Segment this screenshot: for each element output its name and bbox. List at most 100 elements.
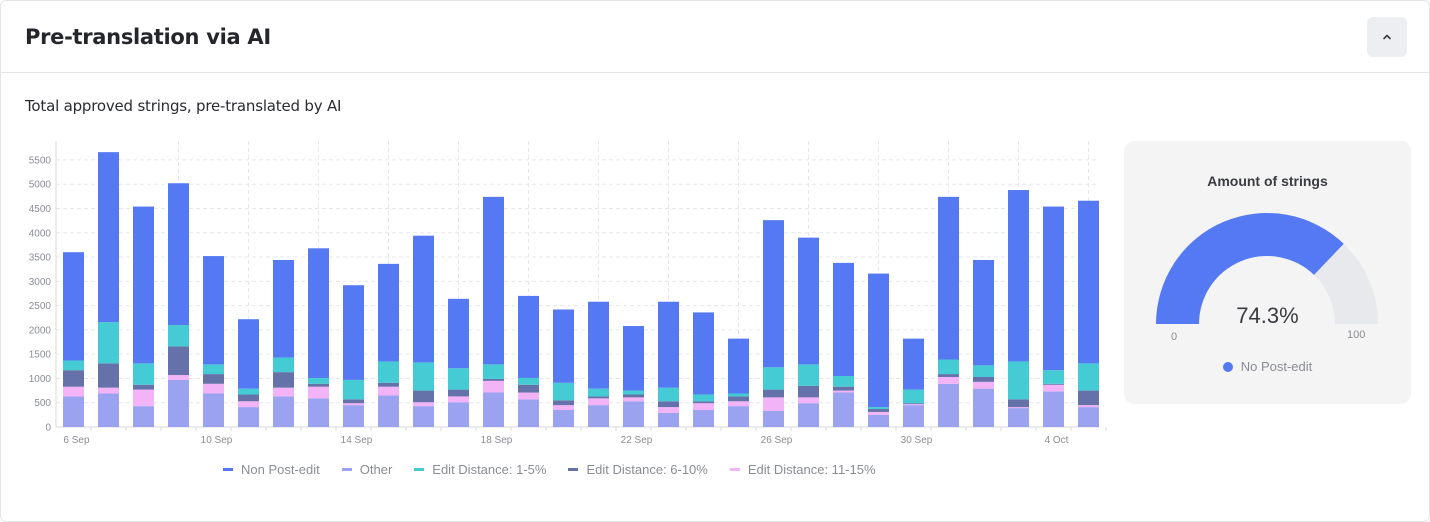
- y-tick-label: 5500: [29, 155, 52, 166]
- bar-segment: [448, 389, 469, 397]
- bar-segment: [1043, 206, 1064, 371]
- legend-item[interactable]: Edit Distance: 6-10%: [568, 462, 708, 477]
- bar-segment: [308, 377, 329, 384]
- bar-segment: [448, 402, 469, 427]
- gauge-title: Amount of strings: [1207, 173, 1328, 189]
- legend-swatch-icon: [729, 468, 740, 471]
- bar-segment: [553, 400, 574, 406]
- bar-segment: [133, 384, 154, 390]
- bar-segment: [133, 363, 154, 385]
- bar-segment: [1043, 384, 1064, 392]
- bar-segment: [728, 406, 749, 427]
- legend-item[interactable]: Edit Distance: 11-15%: [729, 462, 876, 477]
- bar-segment: [623, 401, 644, 427]
- bar-segment: [588, 396, 609, 399]
- bar-segment: [63, 396, 84, 427]
- bar-segment: [553, 309, 574, 383]
- bar-segment: [973, 388, 994, 427]
- bar-segment: [343, 379, 364, 400]
- gauge-legend-label: No Post-edit: [1240, 359, 1313, 374]
- bar-segment: [518, 399, 539, 427]
- bar-segment: [448, 368, 469, 390]
- bar-segment: [378, 361, 399, 383]
- bar-segment: [308, 386, 329, 399]
- bar-segment: [763, 389, 784, 398]
- gauge-fill: [1156, 213, 1344, 324]
- legend-label: Other: [359, 462, 393, 477]
- gauge-panel: Amount of strings 74.3% 0 100 No Post-ed…: [1124, 141, 1411, 404]
- gauge-track: [1314, 243, 1378, 324]
- bar-segment: [1043, 370, 1064, 384]
- bar-segment: [413, 406, 434, 427]
- bar-segment: [1078, 363, 1099, 391]
- bar-segment: [63, 360, 84, 371]
- bar-segment: [693, 410, 714, 427]
- bar-segment: [168, 183, 189, 326]
- bar-segment: [658, 387, 679, 402]
- bar-segment: [623, 397, 644, 402]
- bar-segment: [658, 407, 679, 413]
- bar-segment: [973, 259, 994, 366]
- bar-segment: [203, 393, 224, 427]
- bar-segment: [133, 389, 154, 407]
- bar-segment: [133, 406, 154, 427]
- collapse-button[interactable]: [1367, 17, 1407, 57]
- bar-segment: [518, 295, 539, 378]
- bar-segment: [238, 319, 259, 389]
- bar-segment: [98, 363, 119, 388]
- bar-segment: [903, 405, 924, 427]
- legend-item[interactable]: Other: [341, 462, 393, 477]
- bar-segment: [203, 383, 224, 394]
- bar-segment: [1043, 391, 1064, 427]
- bar-segment: [903, 338, 924, 390]
- bar-segment: [728, 396, 749, 402]
- gauge-value: 74.3%: [1236, 303, 1299, 328]
- y-tick-label: 3500: [29, 253, 52, 264]
- legend-label: Edit Distance: 1-5%: [432, 462, 547, 477]
- bar-segment: [623, 390, 644, 395]
- gauge-legend[interactable]: No Post-edit: [1124, 359, 1411, 374]
- page-title: Pre-translation via AI: [25, 25, 271, 49]
- bar-segment: [763, 367, 784, 390]
- y-tick-label: 2000: [29, 325, 52, 336]
- bar-segment: [798, 397, 819, 404]
- bar-segment: [238, 388, 259, 395]
- bar-segment: [518, 377, 539, 385]
- bar-segment: [798, 364, 819, 386]
- y-tick-label: 1000: [29, 374, 52, 385]
- bar-segment: [413, 390, 434, 403]
- legend-item[interactable]: Non Post-edit: [223, 462, 320, 477]
- bar-segment: [973, 376, 994, 382]
- bar-segment: [308, 248, 329, 378]
- x-tick-label: 18 Sep: [481, 435, 513, 446]
- bar-segment: [588, 398, 609, 406]
- bar-segment: [308, 398, 329, 427]
- bar-segment: [938, 196, 959, 360]
- bar-segment: [378, 263, 399, 362]
- y-tick-label: 3000: [29, 277, 52, 288]
- bar-segment: [833, 392, 854, 427]
- bar-segment: [1078, 405, 1099, 408]
- bar-segment: [763, 410, 784, 427]
- legend-swatch-icon: [414, 468, 425, 471]
- gauge-chart: [1156, 213, 1378, 324]
- bar-segment: [273, 387, 294, 397]
- legend-swatch-icon: [341, 468, 352, 471]
- bar-segment: [343, 405, 364, 427]
- bar-segment: [833, 376, 854, 387]
- bar-segment: [168, 325, 189, 347]
- bar-segment: [1008, 361, 1029, 400]
- bar-segment: [238, 401, 259, 408]
- bar-segment: [98, 393, 119, 427]
- stacked-bar-chart: 0 500 1000 1500 2000 2500 3000 3500 4000 4500 5000…: [29, 141, 1107, 446]
- bar-segment: [63, 370, 84, 387]
- bar-segment: [203, 364, 224, 375]
- bar-segment: [448, 396, 469, 403]
- bar-segment: [133, 206, 154, 364]
- legend-item[interactable]: Edit Distance: 1-5%: [414, 462, 546, 477]
- y-tick-label: 5000: [29, 180, 52, 191]
- chart-subtitle: Total approved strings, pre-translated b…: [25, 97, 342, 115]
- bar-segment: [693, 394, 714, 402]
- bar-segment: [343, 399, 364, 404]
- chart-legend: Non Post-edit Other Edit Distance: 1-5% Edi…: [223, 462, 876, 477]
